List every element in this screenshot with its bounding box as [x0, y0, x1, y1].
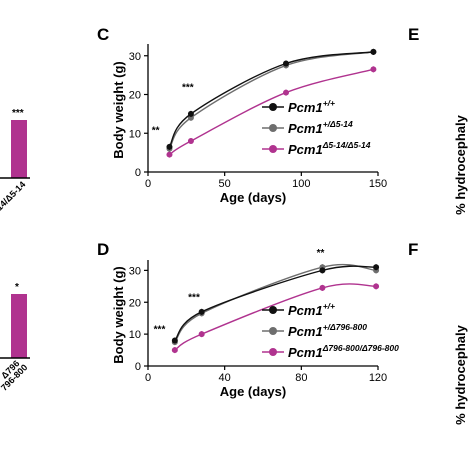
- significance-mark: ***: [182, 83, 194, 94]
- x-axis-title: Age (days): [220, 190, 286, 205]
- data-point: [198, 308, 205, 315]
- legend-entry: Pcm1+/Δ5-14: [288, 119, 353, 136]
- panel-letter-d: D: [97, 240, 109, 259]
- legend-entry: Pcm1Δ5-14/Δ5-14: [288, 140, 371, 157]
- series-line: [174, 283, 377, 351]
- data-point: [319, 267, 326, 274]
- cut-bar-top: [11, 120, 27, 178]
- panel-letter-f: F: [408, 240, 418, 259]
- data-point: [187, 110, 194, 117]
- y-tick-label: 10: [129, 329, 141, 341]
- cut-sig-top: ***: [12, 108, 24, 119]
- data-point: [283, 60, 289, 67]
- data-point: [373, 264, 380, 271]
- y-tick-label: 30: [129, 265, 141, 277]
- x-axis-title: Age (days): [220, 384, 286, 399]
- legend-swatch-marker: [269, 306, 277, 314]
- x-tick-label: 80: [295, 372, 307, 384]
- cut-sig-bottom: *: [15, 282, 19, 293]
- data-point: [166, 151, 173, 158]
- series-line: [169, 68, 374, 156]
- left-cutoff-top: *** -14/Δ5-14: [0, 108, 30, 215]
- y-tick-label: 20: [129, 297, 141, 309]
- x-tick-label: 150: [369, 178, 387, 190]
- significance-mark: ***: [154, 325, 166, 336]
- data-point: [166, 143, 173, 150]
- legend-entry: Pcm1+/+: [288, 301, 335, 318]
- legend-swatch-marker: [269, 145, 277, 153]
- legend-entry: Pcm1+/Δ796-800: [288, 322, 367, 339]
- panel-letter-e: E: [408, 25, 419, 44]
- data-point: [373, 283, 380, 290]
- y-tick-label: 10: [129, 128, 141, 140]
- data-point: [171, 337, 178, 344]
- x-tick-label: 50: [219, 178, 231, 190]
- legend-swatch-marker: [269, 124, 277, 132]
- y-tick-label: 0: [135, 167, 141, 179]
- y-tick-label: 30: [129, 51, 141, 63]
- significance-mark: **: [317, 248, 325, 259]
- legend-swatch-marker: [269, 103, 277, 111]
- x-tick-label: 0: [145, 178, 151, 190]
- series-line: [168, 51, 374, 150]
- series-line: [174, 265, 377, 341]
- legend-entry: Pcm1Δ796-800/Δ796-800: [288, 343, 399, 360]
- data-point: [370, 66, 377, 73]
- data-point: [283, 89, 289, 96]
- x-tick-label: 120: [369, 372, 387, 384]
- cut-tick-top: -14/Δ5-14: [0, 179, 27, 214]
- series-line: [174, 263, 377, 343]
- x-tick-label: 40: [219, 372, 231, 384]
- y-axis-title: Body weight (g): [111, 266, 126, 364]
- x-tick-label: 100: [292, 178, 310, 190]
- right-ylabel-top: % hydrocephaly: [453, 114, 468, 214]
- y-tick-label: 20: [129, 90, 141, 102]
- significance-mark: ***: [188, 293, 200, 304]
- chart-body-weight-d: 0 10 20 30 0 40 80 120 Age (days) Body weight (g)…: [111, 248, 399, 399]
- y-axis-title: Body weight (g): [111, 61, 126, 159]
- legend-swatch-marker: [269, 327, 277, 335]
- left-cutoff-bottom: * Δ796 796-800: [0, 282, 30, 393]
- data-point: [187, 138, 194, 144]
- x-tick-label: 0: [145, 372, 151, 384]
- legend-entry: Pcm1+/+: [288, 98, 335, 115]
- data-point: [370, 48, 377, 55]
- data-point: [319, 284, 326, 291]
- chart-body-weight-c: 0 10 20 30 0 50 100 150 Age (days) Body weight (g…: [111, 44, 387, 205]
- data-point: [171, 347, 178, 354]
- cut-bar-bottom: [11, 294, 27, 358]
- y-tick-label: 0: [135, 361, 141, 373]
- significance-mark: **: [152, 125, 160, 136]
- panel-letter-c: C: [97, 25, 109, 44]
- right-ylabel-bottom: % hydrocephaly: [453, 324, 468, 424]
- legend-swatch-marker: [269, 348, 277, 356]
- data-point: [198, 331, 205, 338]
- series-line: [168, 51, 374, 148]
